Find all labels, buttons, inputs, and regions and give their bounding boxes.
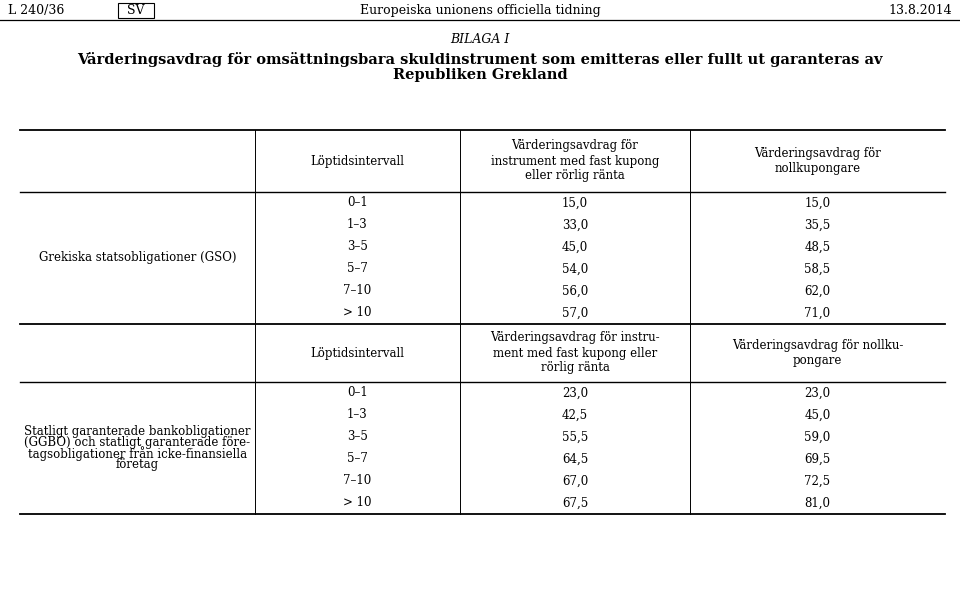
Text: 45,0: 45,0 — [804, 408, 830, 421]
Text: 35,5: 35,5 — [804, 219, 830, 232]
Text: 23,0: 23,0 — [562, 386, 588, 400]
Text: företag: företag — [116, 458, 159, 471]
Text: Grekiska statsobligationer (GSO): Grekiska statsobligationer (GSO) — [38, 251, 236, 264]
Text: (GGBO) och statligt garanterade före-: (GGBO) och statligt garanterade före- — [24, 436, 251, 449]
Text: 58,5: 58,5 — [804, 262, 830, 275]
Text: 55,5: 55,5 — [562, 431, 588, 444]
Text: Europeiska unionens officiella tidning: Europeiska unionens officiella tidning — [360, 4, 600, 17]
Text: 71,0: 71,0 — [804, 307, 830, 320]
Text: 0–1: 0–1 — [348, 197, 368, 209]
Text: 33,0: 33,0 — [562, 219, 588, 232]
Text: > 10: > 10 — [344, 496, 372, 509]
Text: 45,0: 45,0 — [562, 240, 588, 254]
Text: 67,5: 67,5 — [562, 496, 588, 509]
Text: Värderingsavdrag för instru-
ment med fast kupong eller
rörlig ränta: Värderingsavdrag för instru- ment med fa… — [491, 331, 660, 375]
Text: 3–5: 3–5 — [348, 240, 368, 254]
Text: 5–7: 5–7 — [348, 453, 368, 466]
Text: 81,0: 81,0 — [804, 496, 830, 509]
Text: Löptidsintervall: Löptidsintervall — [310, 346, 404, 360]
Text: 0–1: 0–1 — [348, 386, 368, 400]
Text: 7–10: 7–10 — [344, 474, 372, 487]
Text: 15,0: 15,0 — [562, 197, 588, 209]
Text: L 240/36: L 240/36 — [8, 4, 64, 17]
Text: > 10: > 10 — [344, 307, 372, 320]
Text: SV: SV — [128, 4, 145, 17]
Text: 62,0: 62,0 — [804, 285, 830, 298]
Text: 67,0: 67,0 — [562, 474, 588, 487]
Text: Värderingsavdrag för omsättningsbara skuldinstrument som emitteras eller fullt u: Värderingsavdrag för omsättningsbara sku… — [77, 52, 883, 67]
Text: 15,0: 15,0 — [804, 197, 830, 209]
Text: Republiken Grekland: Republiken Grekland — [393, 68, 567, 82]
Text: Värderingsavdrag för
nollkupongare: Värderingsavdrag för nollkupongare — [754, 147, 881, 175]
Text: 59,0: 59,0 — [804, 431, 830, 444]
Text: 72,5: 72,5 — [804, 474, 830, 487]
Text: 54,0: 54,0 — [562, 262, 588, 275]
Text: 1–3: 1–3 — [348, 408, 368, 421]
Text: Värderingsavdrag för
instrument med fast kupong
eller rörlig ränta: Värderingsavdrag för instrument med fast… — [491, 139, 660, 182]
Text: 13.8.2014: 13.8.2014 — [888, 4, 952, 17]
Text: 23,0: 23,0 — [804, 386, 830, 400]
Text: Värderingsavdrag för nollku-
pongare: Värderingsavdrag för nollku- pongare — [732, 339, 903, 367]
Bar — [118, 3, 154, 18]
Text: BILAGA I: BILAGA I — [450, 33, 510, 46]
Text: 57,0: 57,0 — [562, 307, 588, 320]
Text: 3–5: 3–5 — [348, 431, 368, 444]
Text: 1–3: 1–3 — [348, 219, 368, 232]
Text: Löptidsintervall: Löptidsintervall — [310, 155, 404, 168]
Text: tagsobligationer från icke-finansiella: tagsobligationer från icke-finansiella — [28, 446, 247, 461]
Text: 5–7: 5–7 — [348, 262, 368, 275]
Text: 7–10: 7–10 — [344, 285, 372, 298]
Text: 56,0: 56,0 — [562, 285, 588, 298]
Text: Statligt garanterade bankobligationer: Statligt garanterade bankobligationer — [24, 425, 251, 438]
Text: 69,5: 69,5 — [804, 453, 830, 466]
Text: 64,5: 64,5 — [562, 453, 588, 466]
Text: 42,5: 42,5 — [562, 408, 588, 421]
Text: 48,5: 48,5 — [804, 240, 830, 254]
